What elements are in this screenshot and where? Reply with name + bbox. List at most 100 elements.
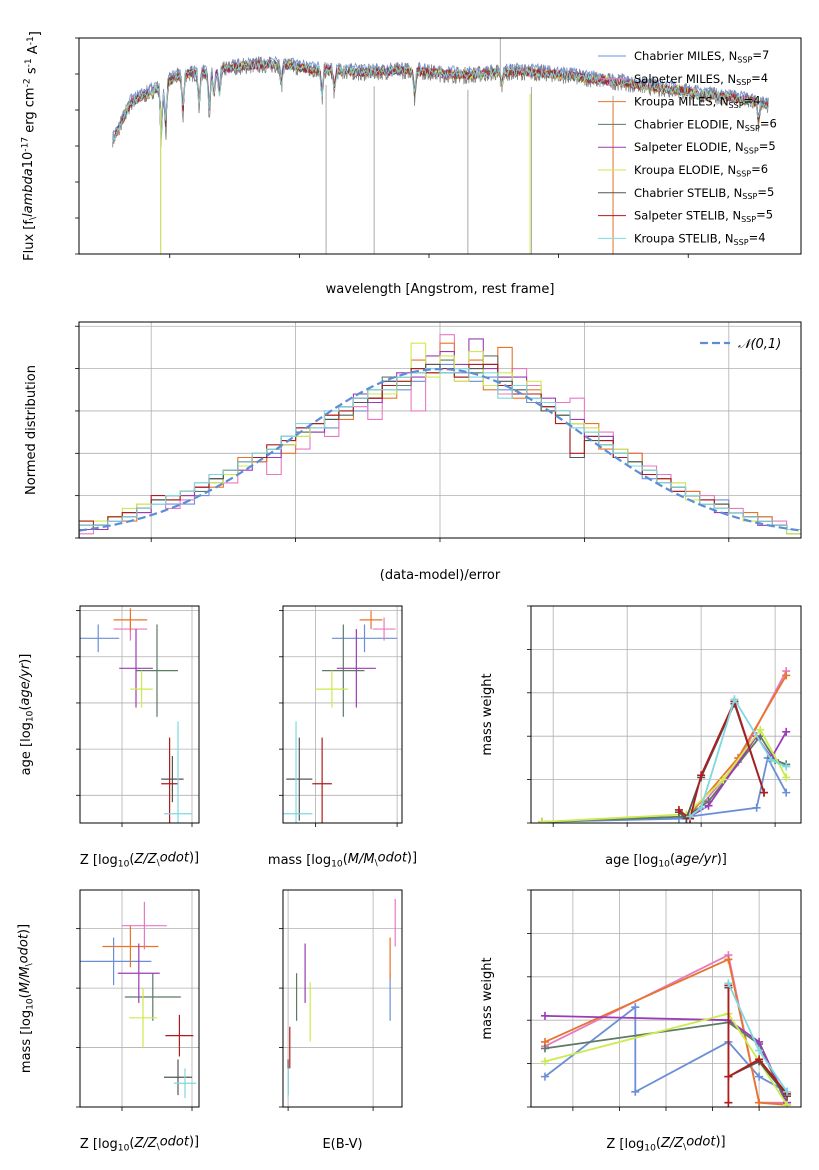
point-chabrier_miles — [80, 624, 120, 653]
marker-kroupa_elodie — [540, 1057, 549, 1066]
point-chabrier_elodie — [124, 973, 181, 1021]
point-kroupa_stelib — [164, 721, 192, 823]
legend-label: Kroupa ELODIE, NSSP​=6 — [634, 162, 768, 178]
line-kroupa_elodie — [544, 1012, 788, 1106]
line-chabrier_miles — [544, 1005, 788, 1094]
y-axis-label: mass weight — [480, 957, 495, 1039]
plot-frame — [78, 321, 802, 539]
panel-mass-vs-ebv: E(B-V) — [279, 889, 403, 1152]
point-kroupa_elodie — [315, 670, 349, 708]
x-axis-label: E(B-V) — [322, 1137, 362, 1152]
marker-kroupa_stelib — [686, 812, 695, 821]
marker-chabrier_miles — [755, 1072, 764, 1081]
plot-frame — [530, 605, 802, 824]
marker-salpeter_elodie — [782, 727, 791, 736]
point-salpeter_miles — [372, 617, 396, 641]
y-axis-label: Normed distribution — [24, 365, 39, 495]
marker-kroupa_stelib — [767, 756, 776, 765]
point-chabrier_miles — [80, 937, 152, 986]
model-line-kroupa_stelib — [112, 59, 769, 144]
marker-kroupa_elodie — [756, 725, 765, 734]
marker-kroupa_miles — [724, 955, 733, 964]
y-axis-label: age [log10​(age/yr)] — [18, 654, 36, 776]
point-salpeter_stelib — [161, 737, 178, 823]
line-chabrier_stelib — [678, 701, 765, 821]
plot-frame — [78, 37, 802, 255]
point-salpeter_stelib — [312, 737, 332, 823]
marker-chabrier_miles — [631, 1087, 640, 1096]
normal-curve — [79, 367, 801, 532]
marker-chabrier_miles — [631, 1003, 640, 1012]
marker-kroupa_elodie — [783, 1100, 792, 1107]
legend-label: Chabrier STELIB, NSSP​=5 — [634, 185, 774, 201]
point-chabrier_elodie — [322, 624, 365, 717]
marker-kroupa_miles — [782, 671, 791, 680]
plot-frame — [282, 605, 403, 824]
marker-kroupa_stelib — [755, 1046, 764, 1055]
point-kroupa_stelib — [173, 1068, 197, 1099]
marker-salpeter_stelib — [724, 1098, 733, 1107]
histogram-kroupa_stelib — [79, 368, 801, 538]
point-chabrier_stelib — [161, 756, 184, 803]
marker-salpeter_stelib — [760, 788, 769, 797]
legend-label: 𝒩(0,1) — [738, 337, 781, 352]
marker-kroupa_stelib — [783, 1087, 792, 1096]
marker-kroupa_stelib — [782, 762, 791, 771]
point-kroupa_elodie — [129, 988, 157, 1048]
marker-salpeter_stelib — [724, 1072, 733, 1081]
marker-salpeter_elodie — [704, 801, 713, 810]
point-kroupa_miles — [113, 608, 148, 632]
legend-label: Salpeter MILES, NSSP​=4 — [634, 71, 768, 87]
marker-salpeter_stelib — [755, 1055, 764, 1064]
x-axis-label: Z [log10​(Z/Z\​odot)] — [80, 1135, 199, 1154]
point-chabrier_stelib — [164, 1059, 192, 1096]
x-axis-label: mass [log10​(M/M\​odot)] — [268, 851, 417, 870]
marker-kroupa_elodie — [782, 773, 791, 782]
panel-mass-vs-z: Z [log10​(Z/Z\​odot)] mass [log10​(M/M\​o… — [17, 889, 200, 1154]
marker-kroupa_stelib — [730, 695, 739, 704]
panel-weight-vs-age: age [log10​(age/yr)] mass weight — [480, 605, 802, 870]
x-axis-label: age [log10​(age/yr)] — [605, 852, 727, 870]
panel-age-vs-mass: mass [log10​(M/M\​odot)] — [268, 605, 417, 870]
point-kroupa_stelib — [283, 721, 313, 823]
legend-label: Kroupa STELIB, NSSP​=4 — [634, 230, 766, 246]
marker-chabrier_miles — [752, 803, 761, 812]
plot-frame — [282, 889, 403, 1108]
panel-spectrum: wavelength [Angstrom, rest frame] Flux [f… — [21, 31, 802, 297]
errorbars — [283, 610, 398, 823]
marker-chabrier_miles — [540, 1072, 549, 1081]
marker-chabrier_elodie — [540, 1044, 549, 1053]
point-salpeter_stelib — [165, 1014, 194, 1057]
x-axis-label: Z [log10​(Z/Z\​odot)] — [80, 851, 199, 870]
model-line-chabrier_stelib — [112, 60, 769, 144]
legend-label: Kroupa MILES, NSSP​=4 — [634, 94, 761, 110]
marker-kroupa_stelib — [724, 979, 733, 988]
marker-chabrier_miles — [782, 788, 791, 797]
x-axis-label: Z [log10​(Z/Z\​odot)] — [606, 1135, 725, 1154]
point-salpeter_elodie — [119, 629, 153, 708]
x-axis-label: wavelength [Angstrom, rest frame] — [326, 282, 555, 297]
errorbars — [287, 898, 396, 1099]
legend-label: Salpeter STELIB, NSSP​=5 — [634, 208, 773, 224]
point-kroupa_miles — [102, 925, 159, 968]
point-salpeter_miles — [122, 901, 167, 950]
legend-label: Chabrier MILES, NSSP​=7 — [634, 48, 769, 64]
panel-age-vs-z: Z [log10​(Z/Z\​odot)] age [log10​(age/yr)… — [18, 605, 200, 870]
plot-frame — [530, 889, 802, 1108]
point-salpeter_elodie — [336, 629, 376, 708]
point-salpeter_elodie — [117, 943, 160, 1003]
panel-residuals: (data-model)/error Normed distribution 𝒩(0… — [24, 321, 802, 583]
point-kroupa_elodie — [130, 670, 153, 708]
plot-frame — [79, 889, 200, 1108]
weight-lines — [538, 667, 791, 823]
marker-salpeter_elodie — [540, 1011, 549, 1020]
marker-kroupa_stelib — [697, 803, 706, 812]
plot-frame — [79, 605, 200, 824]
y-axis-label: Flux [f\​lambda10-17​ erg cm-2​ s-1​ A-1… — [21, 31, 43, 261]
marker-kroupa_miles — [755, 1098, 764, 1107]
y-axis-label: mass weight — [480, 673, 495, 755]
weight-lines — [540, 951, 792, 1107]
legend-label: Chabrier ELODIE, NSSP​=6 — [634, 116, 777, 132]
legend: Chabrier MILES, NSSP​=7 Salpeter MILES, N… — [598, 48, 777, 247]
